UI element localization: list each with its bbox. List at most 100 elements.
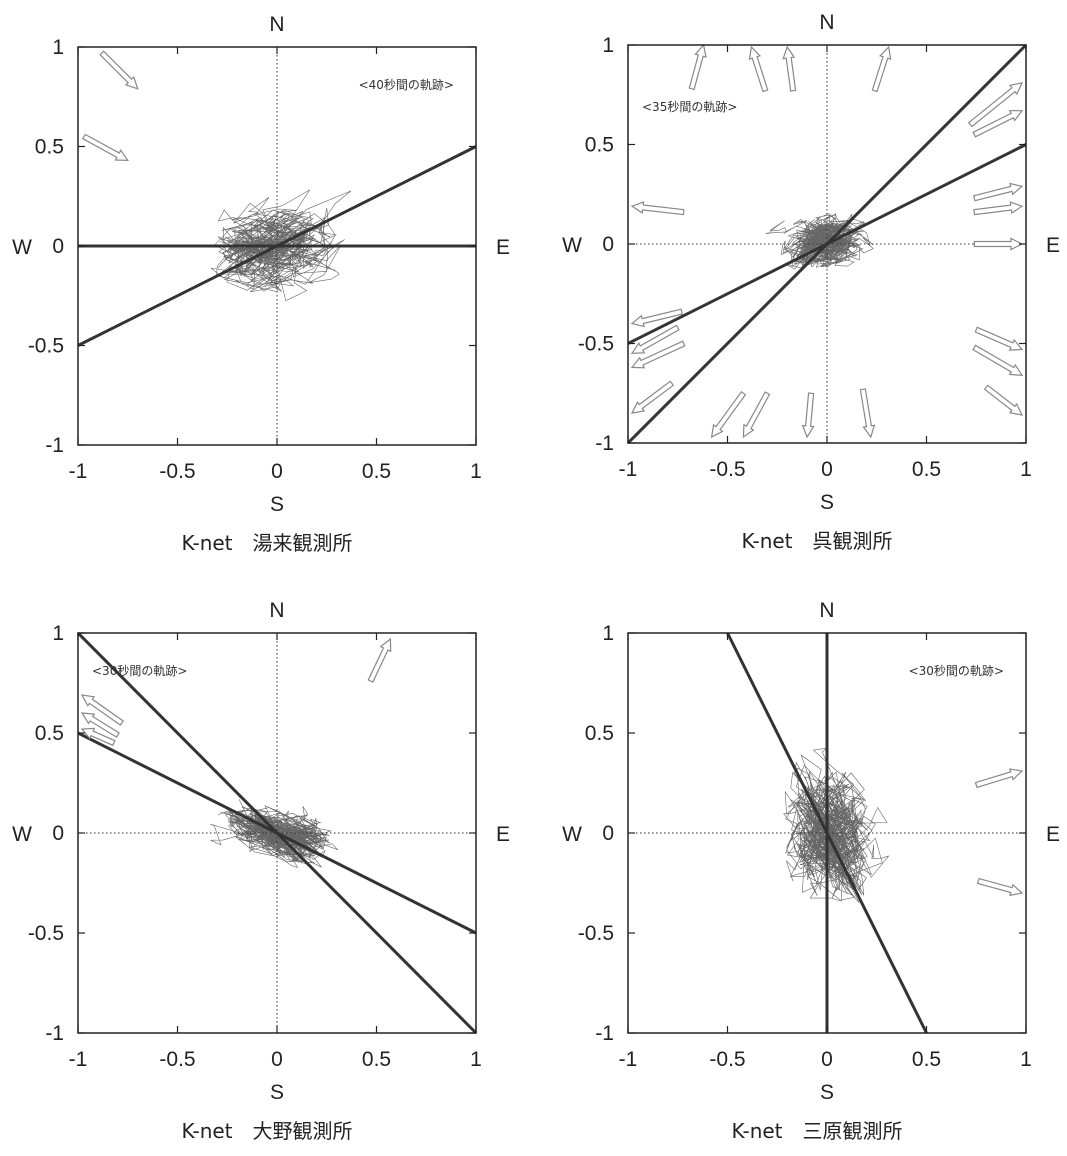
west-label: W bbox=[12, 236, 32, 259]
x-tick-label: 0.5 bbox=[912, 458, 941, 481]
direction-arrow bbox=[871, 45, 892, 93]
direction-arrow bbox=[973, 237, 1024, 251]
direction-arrow bbox=[688, 43, 707, 91]
direction-arrow bbox=[976, 877, 1024, 897]
direction-arrow bbox=[974, 326, 1024, 351]
x-tick-label: 0 bbox=[821, 458, 833, 481]
direction-arrow bbox=[748, 45, 769, 93]
trajectory-path bbox=[210, 189, 352, 302]
north-label: N bbox=[819, 11, 834, 34]
direction-arrow bbox=[367, 637, 392, 683]
x-tick-label: 1 bbox=[470, 460, 482, 483]
y-tick-label: -0.5 bbox=[28, 922, 64, 945]
y-tick-label: -1 bbox=[595, 432, 614, 455]
x-tick-label: 0 bbox=[271, 1048, 283, 1071]
direction-arrow bbox=[81, 133, 129, 162]
direction-arrow bbox=[973, 201, 1024, 216]
trajectory-duration-annotation: <35秒間の軌跡> bbox=[642, 99, 737, 114]
trajectory-duration-annotation: <30秒間の軌跡> bbox=[909, 663, 1004, 678]
direction-arrow bbox=[974, 768, 1024, 789]
south-label: S bbox=[270, 493, 284, 516]
direction-arrow bbox=[859, 388, 876, 439]
principal-axis-line-2 bbox=[77, 731, 477, 935]
x-tick-label: 0 bbox=[821, 1048, 833, 1071]
y-tick-label: 1 bbox=[602, 622, 614, 645]
x-tick-label: -0.5 bbox=[159, 1048, 195, 1071]
west-label: W bbox=[562, 823, 582, 846]
direction-arrow bbox=[972, 110, 1024, 138]
direction-arrow bbox=[80, 727, 116, 747]
y-tick-label: 0.5 bbox=[585, 134, 614, 157]
y-tick-label: -1 bbox=[45, 1022, 64, 1045]
principal-axis-line-2 bbox=[77, 145, 477, 347]
east-label: E bbox=[1046, 234, 1060, 257]
y-tick-label: 0 bbox=[52, 235, 64, 258]
direction-arrow bbox=[630, 308, 684, 328]
y-tick-label: -1 bbox=[595, 1022, 614, 1045]
direction-arrow bbox=[742, 391, 771, 439]
y-tick-label: 0 bbox=[602, 822, 614, 845]
trajectory-path bbox=[765, 213, 874, 272]
chart-panel-2: -1-1 -0.5 -0.5 0 0 0.5 0.5 1 1 N S W E <35秒間の軌跡> K-net… bbox=[562, 11, 1060, 553]
direction-arrow bbox=[710, 390, 747, 439]
x-tick-label: -1 bbox=[69, 460, 88, 483]
west-label: W bbox=[562, 234, 582, 257]
trajectory-path bbox=[783, 747, 890, 904]
station-caption: K-net 三原観測所 bbox=[731, 1119, 902, 1143]
south-label: S bbox=[820, 1081, 834, 1104]
direction-arrow bbox=[80, 712, 120, 738]
north-label: N bbox=[819, 599, 834, 622]
x-tick-label: 1 bbox=[470, 1048, 482, 1071]
x-tick-label: -1 bbox=[619, 458, 638, 481]
direction-arrow bbox=[983, 384, 1024, 416]
direction-arrow bbox=[630, 380, 675, 414]
station-caption: K-net 大野観測所 bbox=[181, 1119, 352, 1143]
station-caption: K-net 湯来観測所 bbox=[181, 531, 352, 555]
x-tick-label: -1 bbox=[619, 1048, 638, 1071]
chart-panel-1: -1-1 -0.5 -0.5 0 0 0.5 0.5 1 1 N S W E <40秒間の軌跡> K-net… bbox=[12, 13, 510, 555]
y-tick-label: -0.5 bbox=[578, 922, 614, 945]
x-tick-label: -0.5 bbox=[709, 458, 745, 481]
x-tick-label: -0.5 bbox=[159, 460, 195, 483]
chart-panel-4: -1-1 -0.5 -0.5 0 0 0.5 0.5 1 1 N S W E <30秒間の軌跡> K-net… bbox=[562, 599, 1060, 1143]
y-tick-label: 1 bbox=[52, 622, 64, 645]
x-tick-label: 0.5 bbox=[912, 1048, 941, 1071]
direction-arrow bbox=[972, 344, 1024, 376]
direction-arrow bbox=[972, 182, 1024, 202]
trajectory-duration-annotation: <30秒間の軌跡> bbox=[92, 663, 187, 678]
direction-arrow bbox=[801, 392, 815, 439]
y-tick-label: -0.5 bbox=[28, 335, 64, 358]
x-tick-label: -0.5 bbox=[709, 1048, 745, 1071]
x-tick-label: 0.5 bbox=[362, 460, 391, 483]
south-label: S bbox=[270, 1081, 284, 1104]
x-tick-label: 1 bbox=[1020, 1048, 1032, 1071]
y-tick-label: 0 bbox=[52, 822, 64, 845]
chart-panel-3: -1-1 -0.5 -0.5 0 0 0.5 0.5 1 1 N S W E <30秒間の軌跡> K-net… bbox=[12, 599, 510, 1143]
direction-arrow bbox=[630, 340, 686, 369]
direction-arrow bbox=[80, 694, 125, 726]
north-label: N bbox=[269, 13, 284, 36]
y-tick-label: 0.5 bbox=[35, 722, 64, 745]
y-tick-label: 1 bbox=[52, 36, 64, 59]
x-tick-label: -1 bbox=[69, 1048, 88, 1071]
east-label: E bbox=[496, 823, 510, 846]
north-label: N bbox=[269, 599, 284, 622]
y-tick-label: 0 bbox=[602, 233, 614, 256]
x-tick-label: 1 bbox=[1020, 458, 1032, 481]
y-tick-label: 1 bbox=[602, 34, 614, 57]
y-tick-label: -0.5 bbox=[578, 333, 614, 356]
direction-arrow bbox=[782, 45, 797, 92]
direction-arrow bbox=[630, 201, 685, 216]
y-tick-label: -1 bbox=[45, 434, 64, 457]
east-label: E bbox=[496, 236, 510, 259]
south-label: S bbox=[820, 491, 834, 514]
station-caption: K-net 呉観測所 bbox=[741, 529, 892, 553]
west-label: W bbox=[12, 823, 32, 846]
principal-axis-line-2 bbox=[627, 143, 1027, 345]
y-tick-label: 0.5 bbox=[585, 722, 614, 745]
direction-arrow bbox=[630, 324, 680, 355]
x-tick-label: 0 bbox=[271, 460, 283, 483]
trajectory-duration-annotation: <40秒間の軌跡> bbox=[359, 77, 454, 92]
y-tick-label: 0.5 bbox=[35, 136, 64, 159]
